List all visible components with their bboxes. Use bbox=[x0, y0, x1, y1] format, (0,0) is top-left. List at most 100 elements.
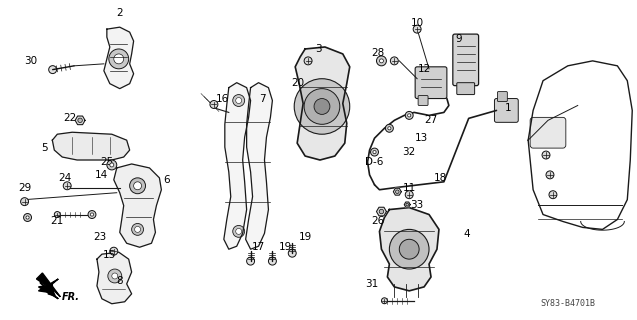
Polygon shape bbox=[246, 83, 273, 249]
Circle shape bbox=[388, 127, 391, 130]
FancyBboxPatch shape bbox=[457, 83, 475, 95]
FancyBboxPatch shape bbox=[497, 92, 507, 101]
Circle shape bbox=[390, 57, 398, 65]
Circle shape bbox=[134, 227, 141, 232]
Circle shape bbox=[314, 99, 330, 114]
Circle shape bbox=[108, 269, 122, 283]
Text: 28: 28 bbox=[371, 48, 384, 58]
Text: 8: 8 bbox=[117, 276, 123, 286]
Polygon shape bbox=[376, 207, 387, 216]
Circle shape bbox=[110, 163, 114, 167]
Circle shape bbox=[112, 273, 118, 279]
Circle shape bbox=[24, 213, 31, 221]
Text: 19: 19 bbox=[278, 242, 292, 252]
Circle shape bbox=[546, 171, 554, 179]
Circle shape bbox=[294, 79, 350, 134]
Text: 9: 9 bbox=[455, 34, 462, 44]
Text: 21: 21 bbox=[51, 216, 64, 227]
FancyBboxPatch shape bbox=[418, 96, 428, 106]
Text: 26: 26 bbox=[371, 216, 384, 227]
FancyBboxPatch shape bbox=[494, 99, 519, 122]
Text: 30: 30 bbox=[24, 56, 37, 66]
Circle shape bbox=[90, 213, 94, 216]
Circle shape bbox=[304, 57, 312, 65]
Circle shape bbox=[405, 111, 413, 119]
Text: FR.: FR. bbox=[62, 292, 80, 302]
Circle shape bbox=[88, 211, 96, 219]
Text: 14: 14 bbox=[96, 170, 108, 180]
Polygon shape bbox=[404, 202, 410, 207]
Text: 18: 18 bbox=[434, 173, 448, 183]
Text: 19: 19 bbox=[299, 232, 311, 242]
Circle shape bbox=[382, 298, 387, 304]
Circle shape bbox=[247, 257, 255, 265]
Text: 31: 31 bbox=[365, 279, 378, 289]
FancyBboxPatch shape bbox=[530, 117, 566, 148]
Polygon shape bbox=[38, 279, 58, 293]
Polygon shape bbox=[36, 273, 61, 297]
Polygon shape bbox=[224, 83, 250, 249]
Circle shape bbox=[289, 249, 296, 257]
Text: 2: 2 bbox=[117, 8, 123, 18]
Circle shape bbox=[396, 190, 399, 194]
Text: 7: 7 bbox=[259, 93, 266, 104]
Circle shape bbox=[78, 118, 82, 123]
Circle shape bbox=[406, 203, 408, 206]
Circle shape bbox=[110, 247, 118, 255]
Circle shape bbox=[413, 25, 421, 33]
Polygon shape bbox=[97, 252, 132, 304]
Circle shape bbox=[389, 229, 429, 269]
Circle shape bbox=[304, 89, 340, 124]
Text: 23: 23 bbox=[93, 232, 106, 242]
Text: 13: 13 bbox=[415, 133, 427, 143]
Circle shape bbox=[408, 114, 411, 117]
Text: 10: 10 bbox=[411, 18, 424, 28]
Text: 17: 17 bbox=[252, 242, 265, 252]
Text: 29: 29 bbox=[18, 183, 31, 193]
Circle shape bbox=[210, 100, 218, 108]
Circle shape bbox=[236, 228, 241, 234]
Circle shape bbox=[376, 56, 387, 66]
Text: 5: 5 bbox=[41, 143, 48, 153]
Text: 12: 12 bbox=[417, 64, 431, 74]
Circle shape bbox=[63, 182, 71, 190]
Text: 6: 6 bbox=[163, 175, 169, 185]
Circle shape bbox=[233, 95, 245, 107]
Text: 3: 3 bbox=[315, 44, 321, 54]
Circle shape bbox=[236, 98, 241, 103]
Circle shape bbox=[542, 151, 550, 159]
Text: 16: 16 bbox=[216, 93, 229, 104]
Circle shape bbox=[371, 148, 378, 156]
Circle shape bbox=[379, 209, 383, 214]
Circle shape bbox=[134, 182, 141, 190]
Text: SY83-B4701B: SY83-B4701B bbox=[540, 299, 596, 308]
Text: 1: 1 bbox=[505, 103, 512, 114]
Polygon shape bbox=[75, 116, 85, 124]
Circle shape bbox=[373, 150, 376, 154]
Text: 4: 4 bbox=[463, 229, 470, 239]
Polygon shape bbox=[380, 208, 439, 291]
Text: 25: 25 bbox=[100, 157, 113, 167]
Text: 33: 33 bbox=[410, 200, 424, 210]
Circle shape bbox=[107, 160, 117, 170]
FancyBboxPatch shape bbox=[415, 67, 447, 99]
Polygon shape bbox=[295, 47, 350, 160]
Circle shape bbox=[385, 124, 393, 132]
Circle shape bbox=[109, 49, 129, 69]
Circle shape bbox=[399, 239, 419, 259]
Text: D-6: D-6 bbox=[366, 157, 383, 167]
FancyBboxPatch shape bbox=[453, 34, 478, 86]
Text: 15: 15 bbox=[103, 250, 117, 260]
Circle shape bbox=[132, 223, 143, 235]
Text: 24: 24 bbox=[59, 173, 72, 183]
Polygon shape bbox=[104, 27, 134, 89]
Polygon shape bbox=[114, 164, 161, 247]
Circle shape bbox=[48, 66, 57, 74]
Text: 20: 20 bbox=[292, 78, 304, 88]
Circle shape bbox=[549, 191, 557, 199]
Polygon shape bbox=[52, 132, 130, 160]
Circle shape bbox=[26, 216, 29, 219]
Circle shape bbox=[130, 178, 145, 194]
Circle shape bbox=[20, 198, 29, 206]
Circle shape bbox=[380, 59, 383, 63]
